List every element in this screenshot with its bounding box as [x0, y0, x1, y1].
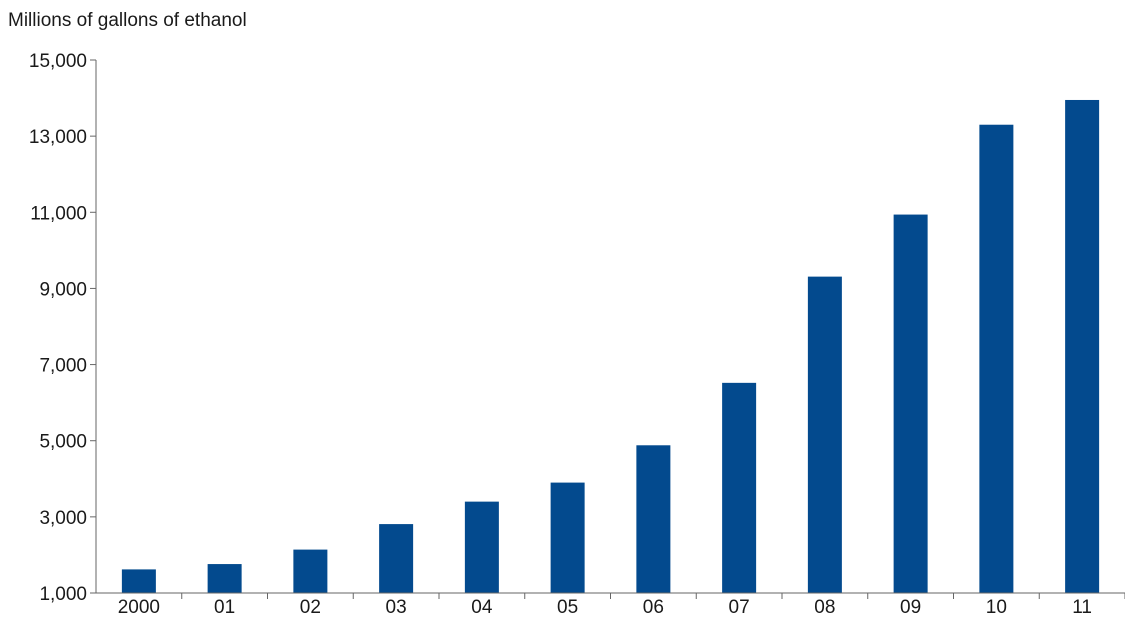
x-tick-label: 07 [729, 597, 750, 618]
bar-07 [722, 382, 757, 593]
bar-04 [464, 501, 499, 593]
y-tick-label: 3,000 [39, 508, 87, 529]
y-tick-label: 13,000 [29, 127, 87, 148]
x-tick-label: 05 [557, 597, 578, 618]
y-axis: 1,000 3,000 5,000 7,000 9,000 11,000 13,000 15,… [29, 51, 97, 605]
bar-08 [807, 276, 842, 593]
x-tick-label: 06 [643, 597, 664, 618]
chart-title: Millions of gallons of ethanol [8, 10, 247, 31]
bar-11 [1065, 99, 1100, 593]
y-tick-label: 5,000 [39, 432, 87, 453]
x-tick-label: 10 [986, 597, 1007, 618]
x-tick-label: 2000 [118, 597, 160, 618]
y-tick-label: 7,000 [39, 356, 87, 377]
x-tick-label: 11 [1072, 597, 1092, 618]
x-tick-label: 01 [214, 597, 235, 618]
bar-2000 [121, 569, 156, 593]
x-tick-label: 02 [300, 597, 321, 618]
y-tick-label: 15,000 [29, 51, 87, 72]
x-tick-label: 09 [900, 597, 921, 618]
bar-09 [893, 214, 928, 593]
x-tick-label: 03 [386, 597, 407, 618]
bar-03 [379, 524, 414, 593]
bar-05 [550, 482, 585, 593]
bar-10 [979, 124, 1014, 593]
y-tick-label: 9,000 [39, 279, 87, 300]
bar-01 [207, 564, 242, 593]
x-axis: 2000 01 02 03 04 05 06 07 08 09 10 11 [96, 592, 1125, 618]
x-tick-label: 08 [814, 597, 835, 618]
bar-06 [636, 445, 671, 593]
bar-02 [293, 549, 328, 593]
y-tick-label: 11,000 [30, 203, 87, 224]
bars [121, 99, 1100, 593]
x-tick-label: 04 [471, 597, 493, 618]
y-tick-label: 1,000 [39, 584, 87, 605]
